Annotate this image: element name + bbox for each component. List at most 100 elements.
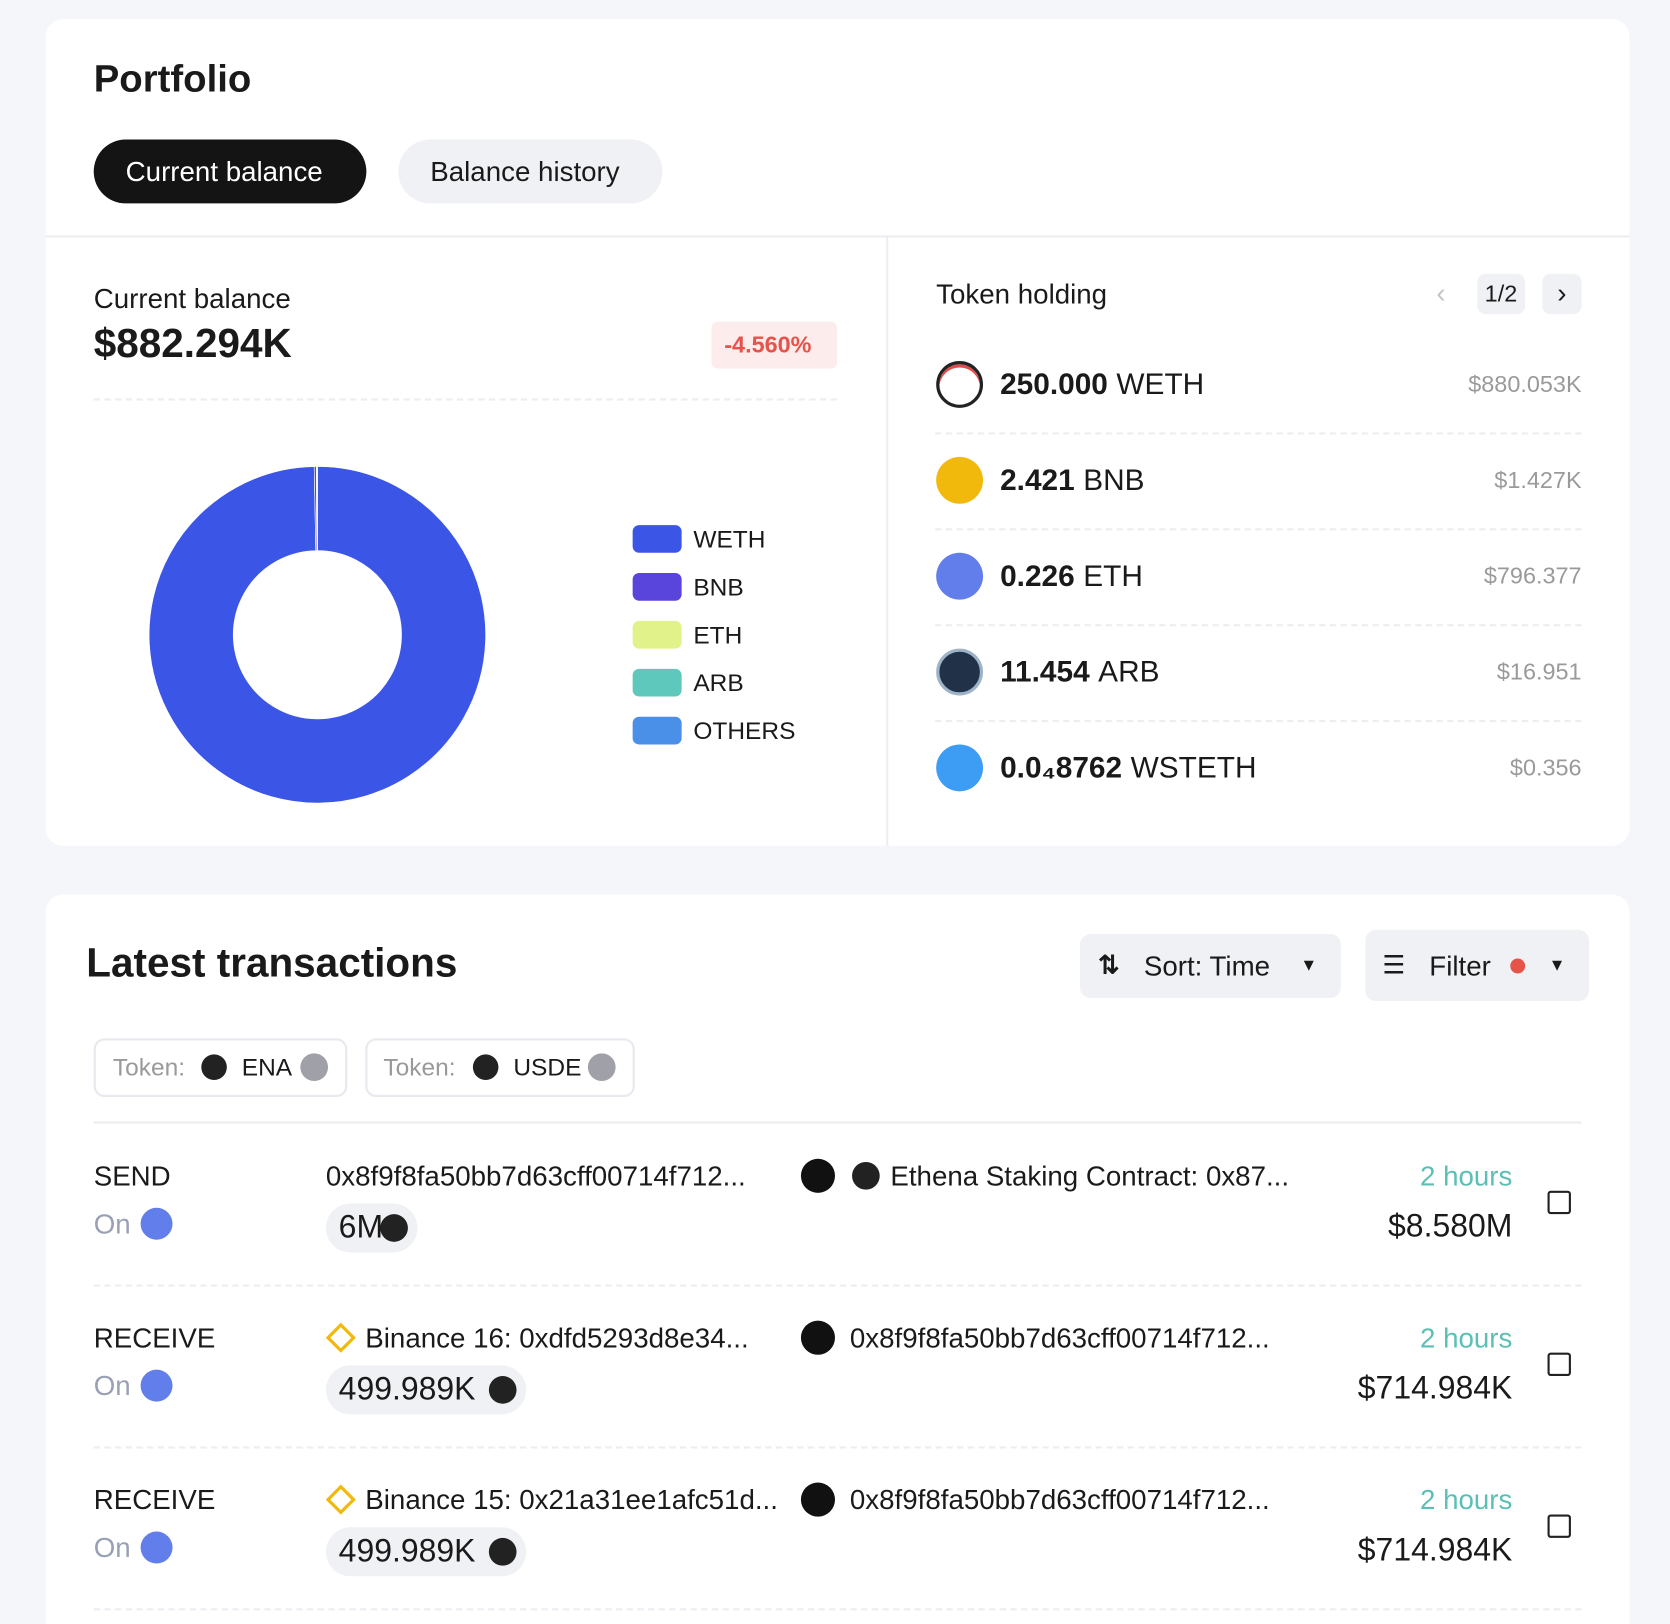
legend-swatch [632, 572, 682, 601]
token-amount: 2.421 BNB [1000, 459, 1144, 501]
filter-chip [365, 1038, 635, 1098]
tab-label: Balance history [430, 155, 620, 188]
legend-swatch [632, 525, 682, 553]
amount: 0.0₄8762 [1000, 751, 1123, 785]
external-link[interactable] [1547, 1190, 1571, 1215]
external-link[interactable] [1547, 1514, 1571, 1538]
balance-label: Current balance [93, 282, 291, 314]
amount: 2.421 [1000, 463, 1075, 497]
donut-slice [148, 466, 486, 804]
token-amount: 11.454 ARB [1000, 651, 1159, 693]
chip-token-icon [201, 1054, 227, 1080]
chip-remove[interactable] [587, 1053, 616, 1082]
tab-active[interactable] [93, 139, 367, 204]
divider [45, 235, 1630, 238]
dashed-divider [93, 398, 838, 401]
token-value: $796.377 [1483, 561, 1582, 589]
external-link[interactable] [1547, 1352, 1571, 1377]
amount: 250.000 [1000, 367, 1108, 401]
amount-token-icon [488, 1537, 517, 1566]
sort-label: Sort: Time [1143, 949, 1271, 982]
direction-icon [800, 1158, 835, 1193]
tx-to: 0x8f9f8fa50bb7d63cff00714f712... [849, 1321, 1270, 1354]
token-amount: 0.0₄8762 WSTETH [1000, 747, 1256, 789]
page-box [1477, 273, 1526, 315]
direction-icon [800, 1482, 835, 1517]
transactions-card [45, 894, 1630, 1624]
symbol: WSTETH [1130, 751, 1257, 785]
balance-value: $882.294K [93, 322, 292, 367]
page-indicator: 1/2 [1484, 279, 1518, 307]
direction-icon [800, 1320, 835, 1355]
chain-icon [140, 1531, 173, 1564]
dashed-divider [93, 1446, 1582, 1449]
dashed-divider [935, 528, 1582, 531]
legend-label: WETH [693, 524, 766, 553]
tx-time: 2 hours [1419, 1321, 1513, 1354]
tx-chain-label: On [93, 1207, 131, 1240]
change-value: -4.560% [724, 330, 812, 358]
dashed-divider [935, 624, 1582, 627]
symbol: WETH [1116, 367, 1205, 401]
token-value: $880.053K [1468, 370, 1582, 397]
chip-token-icon [472, 1054, 499, 1080]
divider [886, 236, 889, 846]
chip-label: Token: [383, 1053, 456, 1081]
sort-button[interactable] [1079, 934, 1341, 998]
filter-button[interactable] [1365, 929, 1590, 1002]
chip-remove[interactable] [300, 1053, 329, 1082]
token-amount: 0.226 ETH [1000, 555, 1143, 597]
token-icon [936, 648, 984, 696]
token-value: $0.356 [1509, 753, 1582, 781]
filter-icon: ☰ [1382, 951, 1406, 981]
tx-amount: 499.989K [338, 1371, 476, 1407]
tx-type: RECEIVE [93, 1483, 216, 1516]
chip-label: Token: [112, 1053, 186, 1081]
chip-token: ENA [241, 1053, 293, 1081]
to-icon [852, 1161, 880, 1190]
caret: ▼ [1300, 956, 1318, 975]
amount-token-icon [380, 1214, 408, 1242]
dashed-divider [93, 1284, 1582, 1287]
chain-icon [140, 1207, 173, 1240]
amount-token-icon [488, 1376, 517, 1404]
tx-chain-label: On [93, 1369, 131, 1402]
tab[interactable] [398, 139, 663, 204]
dashed-divider [935, 432, 1582, 435]
tx-time: 2 hours [1419, 1483, 1513, 1516]
amount: 0.226 [1000, 559, 1075, 593]
legend-label: ARB [693, 668, 744, 697]
tx-type: SEND [93, 1159, 171, 1192]
caret: ▼ [1548, 956, 1566, 975]
legend-swatch [632, 620, 682, 649]
symbol: ARB [1098, 655, 1160, 689]
legend-label: ETH [693, 620, 743, 649]
filter-dot [1510, 958, 1526, 974]
tx-to: 0x8f9f8fa50bb7d63cff00714f712... [849, 1483, 1270, 1516]
filter-chip [93, 1038, 348, 1098]
prev-page[interactable]: ‹ [1436, 276, 1446, 309]
tx-value: $8.580M [1388, 1208, 1513, 1244]
token-amount: 250.000 WETH [1000, 364, 1204, 406]
legend-label: OTHERS [693, 716, 796, 745]
change-badge [711, 321, 838, 369]
next-page[interactable]: › [1542, 273, 1582, 315]
transactions-title: Latest transactions [86, 941, 458, 987]
tx-value: $714.984K [1357, 1532, 1513, 1568]
token-icon [936, 456, 984, 504]
tx-from: 0x8f9f8fa50bb7d63cff00714f712... [325, 1159, 746, 1192]
token-value: $1.427K [1494, 466, 1582, 493]
dashed-divider [935, 719, 1582, 723]
tx-value: $714.984K [1357, 1370, 1513, 1406]
token-icon [936, 744, 984, 792]
tx-type: RECEIVE [93, 1321, 216, 1354]
dashed-divider [93, 1608, 1582, 1611]
legend-label: BNB [693, 572, 744, 601]
tx-from: Binance 16: 0xdfd5293d8e34... [365, 1321, 749, 1354]
holdings-title: Token holding [936, 277, 1108, 310]
page-title: Portfolio [93, 56, 252, 100]
chip-token: USDE [513, 1053, 582, 1081]
